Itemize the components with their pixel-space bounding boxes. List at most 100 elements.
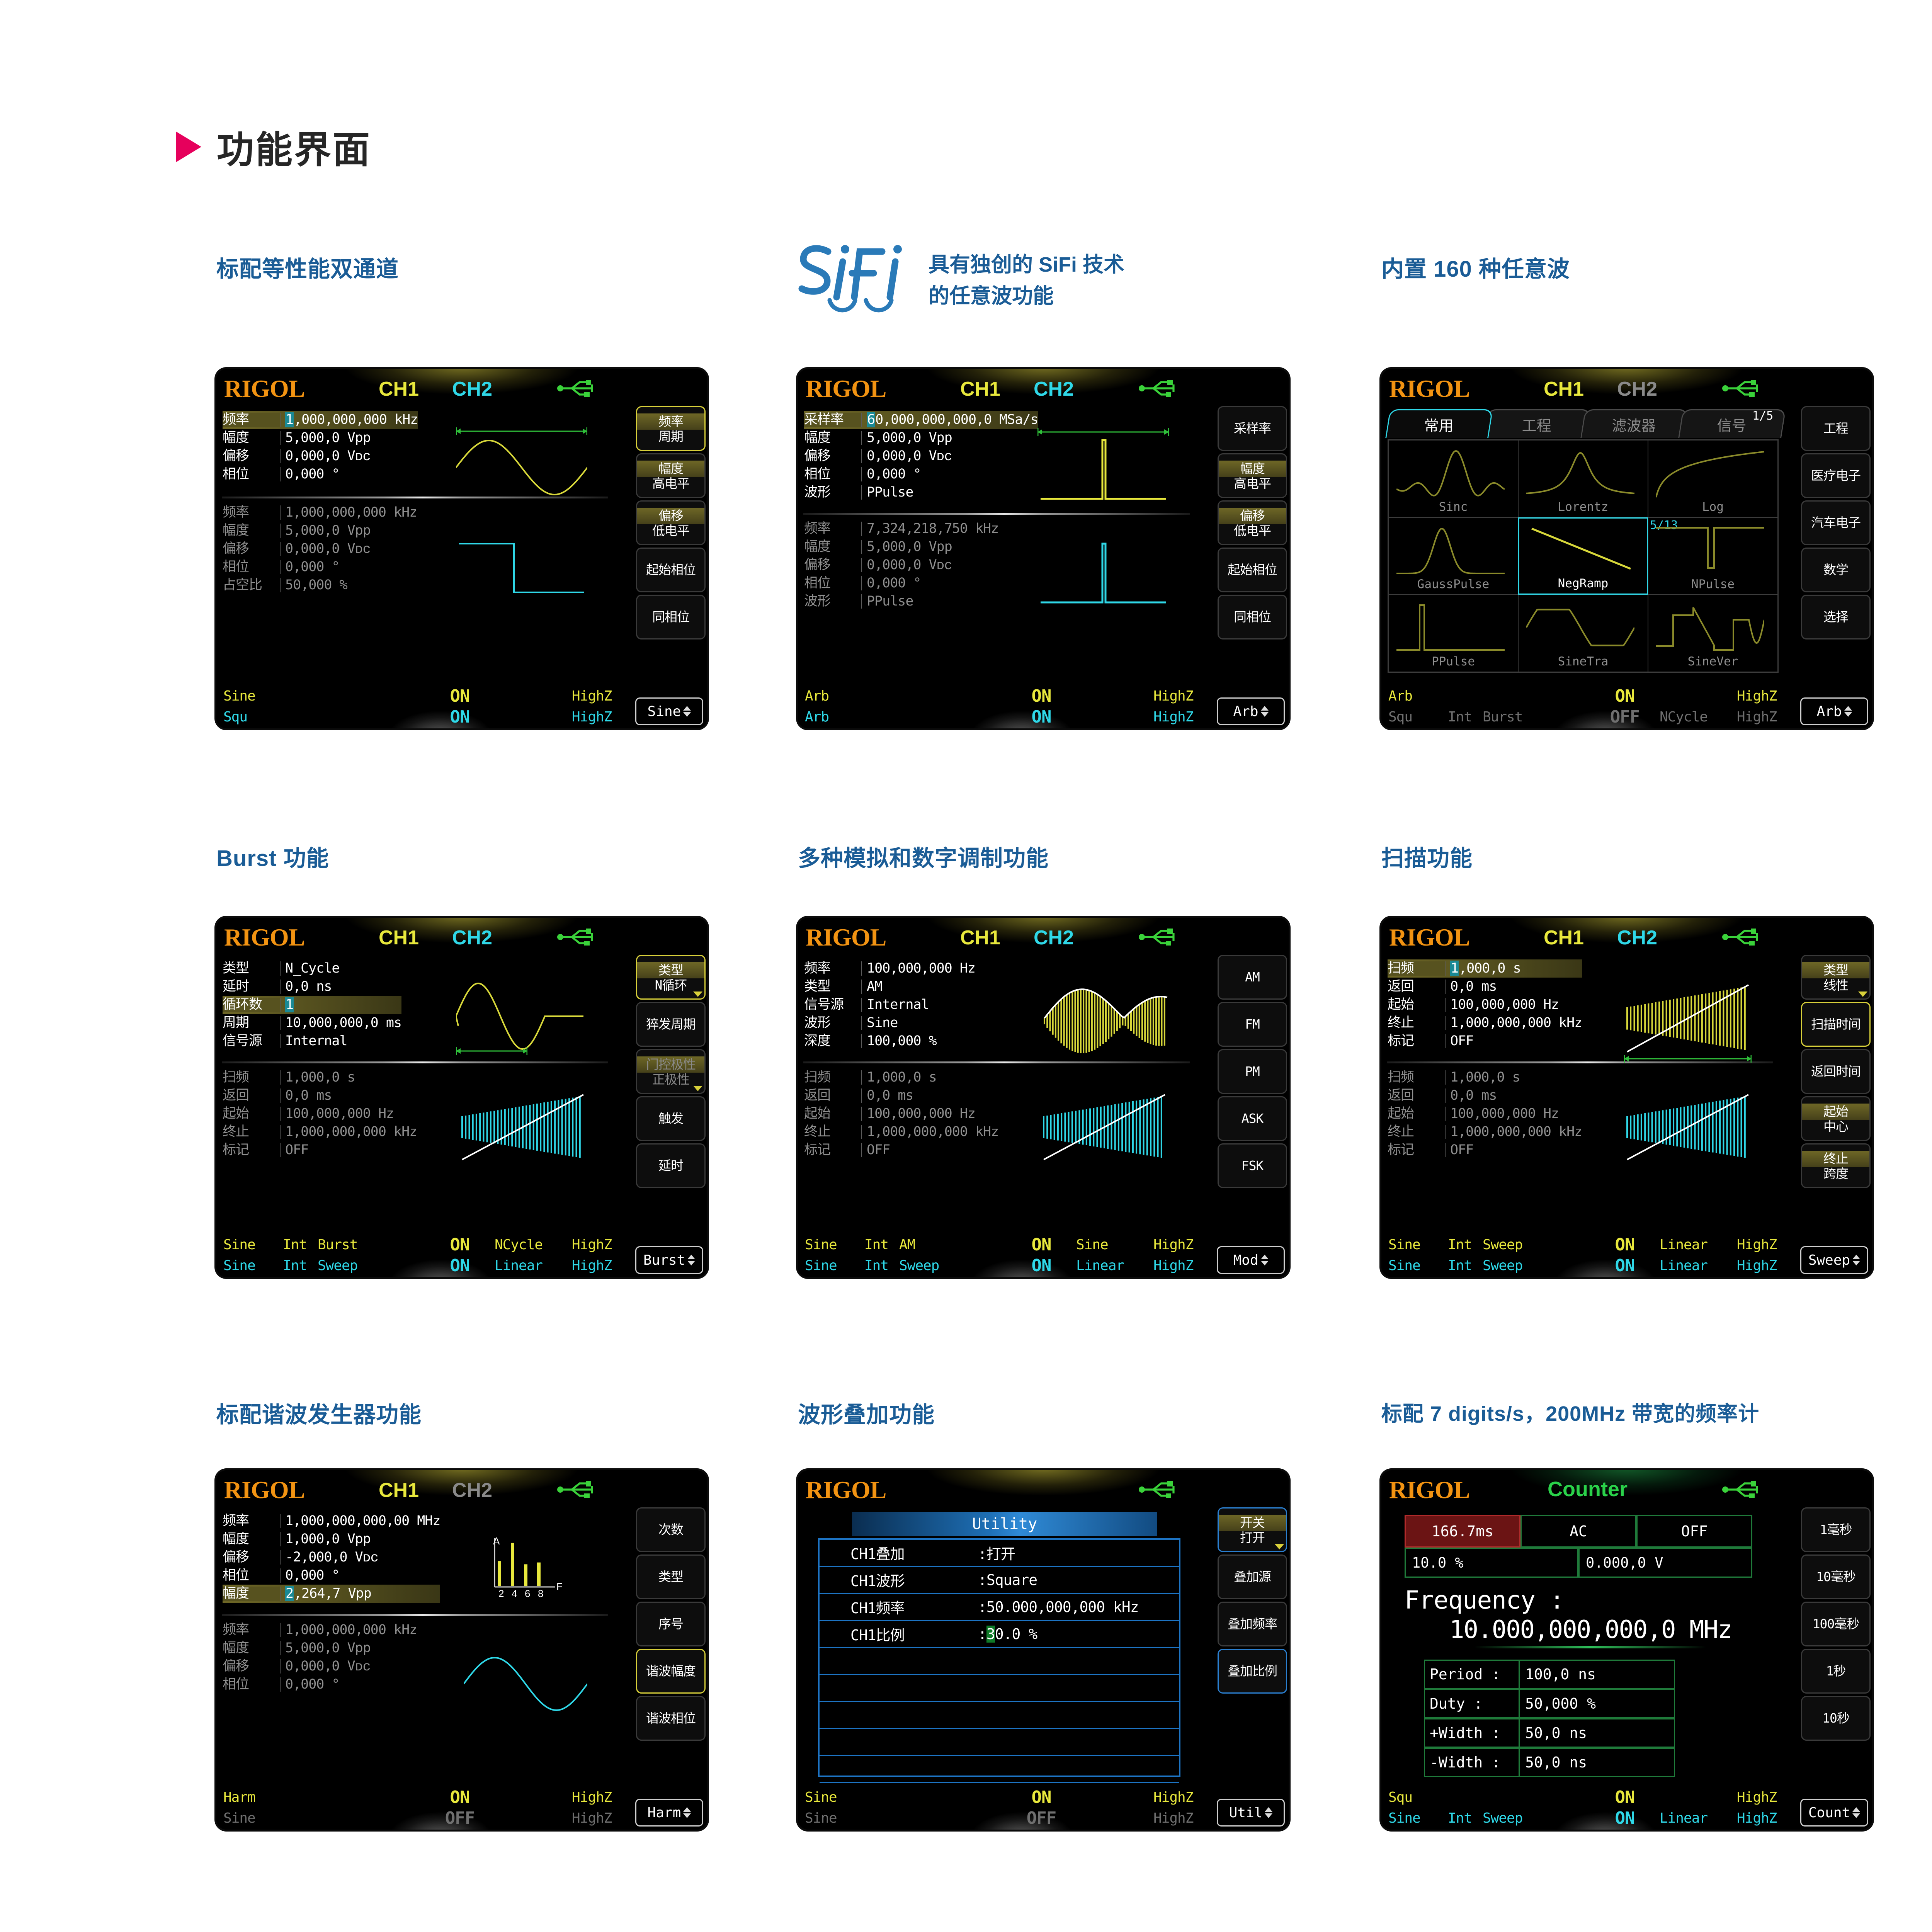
parameter-row[interactable]: 扫频 1,000,0 s — [804, 1068, 998, 1087]
instrument-screen[interactable]: RIGOL CH1 CH2 类型 N_Cycle 延时 0,0 ns 循环数 1… — [216, 918, 707, 1277]
status-output[interactable]: ON — [1031, 686, 1052, 706]
softkey[interactable]: 类型 N循环 — [636, 955, 706, 1000]
parameter-row[interactable]: 起始 100,000,000 Hz — [1388, 996, 1582, 1014]
instrument-screen[interactable]: RIGOL CH1 CH2 频率 1,000,000,000 kHz 幅度 5,… — [216, 369, 707, 728]
parameter-row[interactable]: 返回 0,0 ms — [1388, 1087, 1582, 1105]
parameter-row[interactable]: 终止 1,000,000,000 kHz — [1388, 1014, 1582, 1032]
instrument-screen[interactable]: RIGOL CH1 CH2 采样率 60,000,000,000,0 MSa/s… — [798, 369, 1289, 728]
softkey[interactable]: 工程 — [1801, 406, 1871, 451]
waveform-cell[interactable]: PPulse — [1388, 595, 1518, 672]
tab-1[interactable]: 工程 — [1483, 409, 1590, 438]
softkey[interactable]: 谐波相位 — [636, 1696, 706, 1741]
waveform-cell[interactable]: Lorentz — [1518, 440, 1648, 517]
instrument-screen[interactable]: RIGOL Counter 166.7ms AC OFF 10.0 % 0.00… — [1381, 1470, 1872, 1830]
mode-button[interactable]: Sine — [635, 697, 703, 725]
parameter-row[interactable]: 扫频 1,000,0 s — [1388, 959, 1582, 978]
softkey[interactable]: 100毫秒 — [1801, 1602, 1871, 1646]
softkey[interactable]: 叠加源 — [1218, 1554, 1287, 1599]
status-output[interactable]: ON — [1031, 707, 1052, 727]
parameter-row[interactable]: 标记 OFF — [223, 1141, 417, 1159]
mode-button[interactable]: Mod — [1217, 1246, 1285, 1274]
status-output[interactable]: ON — [450, 1787, 470, 1807]
softkey[interactable]: 医疗电子 — [1801, 453, 1871, 498]
status-output[interactable]: ON — [1615, 686, 1635, 706]
status-output[interactable]: ON — [450, 707, 470, 727]
instrument-screen[interactable]: RIGOL CH1 CH2 扫频 1,000,0 s 返回 0,0 ms 起始 … — [1381, 918, 1872, 1277]
mode-button[interactable]: Sweep — [1800, 1246, 1868, 1274]
softkey[interactable]: 门控极性 正极性 — [636, 1049, 706, 1094]
parameter-row[interactable]: 幅度 5,000,0 Vpp — [804, 429, 1038, 447]
parameter-row[interactable]: 占空比 50,000 % — [223, 576, 417, 594]
softkey[interactable]: 叠加频率 — [1218, 1602, 1287, 1646]
parameter-row[interactable]: 频率 1,000,000,000 kHz — [223, 411, 418, 429]
parameter-row[interactable]: 标记 OFF — [1388, 1032, 1582, 1050]
softkey[interactable]: 选择 — [1801, 595, 1871, 639]
softkey[interactable]: 返回时间 — [1801, 1049, 1871, 1094]
softkey[interactable]: 偏移 低电平 — [636, 500, 706, 545]
parameter-row[interactable]: 返回 0,0 ms — [223, 1087, 417, 1105]
status-output[interactable]: ON — [450, 1255, 470, 1276]
parameter-row[interactable]: 信号源 Internal — [804, 996, 975, 1014]
softkey[interactable]: 频率 周期 — [636, 406, 706, 451]
parameter-row[interactable]: 频率 1,000,000,000 kHz — [223, 1621, 417, 1639]
parameter-row[interactable]: 相位 0,000 ° — [804, 465, 1038, 483]
parameter-row[interactable]: 相位 0,000 ° — [223, 1675, 417, 1694]
instrument-screen[interactable]: RIGOL Utility CH1叠加 :打开 CH1波形 :Square CH… — [798, 1470, 1289, 1830]
parameter-row[interactable]: 扫频 1,000,0 s — [223, 1068, 417, 1087]
softkey[interactable]: ASK — [1218, 1096, 1287, 1141]
softkey[interactable]: 类型 线性 — [1801, 955, 1871, 1000]
parameter-row[interactable]: 类型 AM — [804, 978, 975, 996]
softkey[interactable]: 幅度 高电平 — [1218, 453, 1287, 498]
parameter-row[interactable]: 相位 0,000 ° — [804, 574, 998, 592]
waveform-cell[interactable]: SineTra — [1518, 595, 1648, 672]
softkey[interactable]: 开关 打开 — [1218, 1507, 1287, 1552]
parameter-row[interactable]: 频率 1,000,000,000,00 MHz — [223, 1512, 440, 1530]
status-output[interactable]: ON — [1031, 1235, 1052, 1255]
status-output[interactable]: OFF — [445, 1808, 475, 1828]
mode-button[interactable]: Arb — [1800, 697, 1868, 725]
softkey[interactable]: 10秒 — [1801, 1696, 1871, 1741]
softkey[interactable]: 类型 — [636, 1554, 706, 1599]
parameter-row[interactable]: 周期 10,000,000,0 ms — [223, 1014, 402, 1032]
parameter-row[interactable]: 标记 OFF — [804, 1141, 998, 1159]
waveform-cell[interactable]: NegRamp — [1518, 517, 1648, 595]
softkey[interactable]: 1秒 — [1801, 1649, 1871, 1694]
status-output[interactable]: ON — [1615, 1235, 1635, 1255]
softkey[interactable]: 汽车电子 — [1801, 500, 1871, 545]
parameter-row[interactable]: 偏移 -2,000,0 Vᴅᴄ — [223, 1548, 440, 1566]
parameter-row[interactable]: 幅度 5,000,0 Vpp — [223, 522, 417, 540]
softkey[interactable]: 同相位 — [636, 595, 706, 639]
status-output[interactable]: ON — [1615, 1808, 1635, 1828]
setting-row[interactable]: CH1叠加 :打开 — [820, 1540, 1179, 1567]
softkey[interactable]: 起始相位 — [636, 548, 706, 592]
softkey[interactable]: 1毫秒 — [1801, 1507, 1871, 1552]
softkey[interactable]: 10毫秒 — [1801, 1554, 1871, 1599]
softkey[interactable]: 同相位 — [1218, 595, 1287, 639]
tab-0[interactable]: 常用 — [1385, 409, 1493, 438]
parameter-row[interactable]: 幅度 2,264,7 Vpp — [223, 1585, 440, 1603]
parameter-row[interactable]: 幅度 5,000,0 Vpp — [223, 429, 418, 447]
parameter-row[interactable]: 频率 7,324,218,750 kHz — [804, 520, 999, 538]
parameter-row[interactable]: 终止 1,000,000,000 kHz — [1388, 1123, 1582, 1141]
parameter-row[interactable]: 偏移 0,000,0 Vᴅᴄ — [804, 447, 1038, 465]
parameter-row[interactable]: 延时 0,0 ns — [223, 978, 401, 996]
softkey[interactable]: 数学 — [1801, 548, 1871, 592]
status-output[interactable]: OFF — [1610, 707, 1640, 727]
status-output[interactable]: ON — [1615, 1255, 1635, 1276]
softkey[interactable]: 序号 — [636, 1602, 706, 1646]
parameter-row[interactable]: 相位 0,000 ° — [223, 1566, 440, 1585]
parameter-row[interactable]: 偏移 0,000,0 Vᴅᴄ — [223, 447, 418, 465]
parameter-row[interactable]: 波形 Sine — [804, 1014, 975, 1032]
softkey[interactable]: 采样率 — [1218, 406, 1287, 451]
softkey[interactable]: 偏移 低电平 — [1218, 500, 1287, 545]
mode-button[interactable]: Harm — [635, 1799, 703, 1827]
mode-button[interactable]: Burst — [635, 1246, 703, 1274]
parameter-row[interactable]: 波形 PPulse — [804, 483, 1038, 502]
tab-2[interactable]: 滤波器 — [1580, 409, 1688, 438]
setting-row[interactable]: CH1比例 :30.0 % — [820, 1621, 1179, 1648]
softkey[interactable]: 起始 中心 — [1801, 1096, 1871, 1141]
softkey[interactable]: 扫描时间 — [1801, 1002, 1871, 1047]
parameter-row[interactable]: 相位 0,000 ° — [223, 558, 417, 576]
softkey[interactable]: 触发 — [636, 1096, 706, 1141]
waveform-cell[interactable]: 5/13 NPulse — [1648, 517, 1778, 595]
